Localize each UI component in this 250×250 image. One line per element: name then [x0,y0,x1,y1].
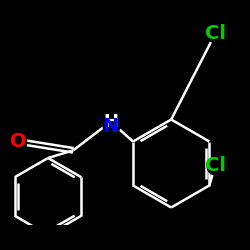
Text: Cl: Cl [205,24,226,43]
Text: Cl: Cl [205,156,226,175]
Text: O: O [10,132,26,151]
Text: N: N [102,117,119,136]
Text: H: H [103,113,118,131]
